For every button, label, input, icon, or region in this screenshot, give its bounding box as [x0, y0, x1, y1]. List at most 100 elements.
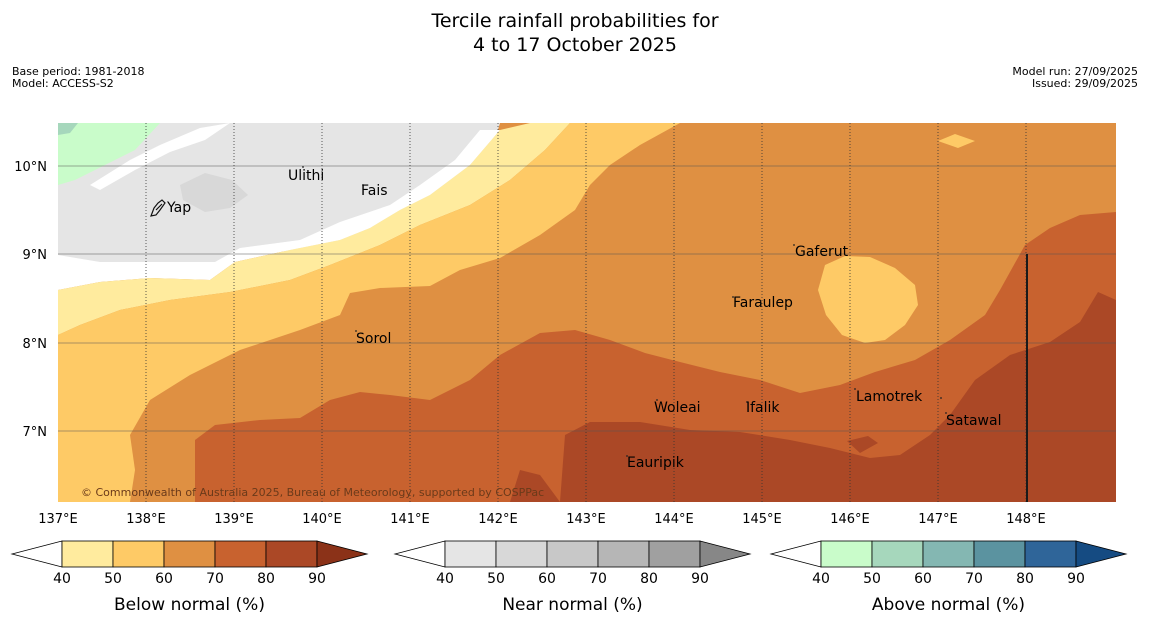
colorbar-extension-low: [769, 540, 822, 568]
region-below-80-90b: [510, 470, 560, 502]
colorbar-tick-label: 80: [257, 571, 275, 587]
region-below-50-60: [58, 123, 680, 502]
colorbar-tick-label: 50: [863, 571, 881, 587]
meta-left: Base period: 1981-2018 Model: ACCESS-S2: [12, 66, 144, 90]
colorbar-segment: [820, 540, 873, 568]
colorbar-tick-label: 80: [640, 571, 658, 587]
region-below-40-50: [58, 123, 570, 335]
lon-label: 138°E: [126, 512, 166, 527]
colorbar-tick-label: 90: [1067, 571, 1085, 587]
lat-label: 10°N: [14, 160, 47, 175]
place-labels: Ulithi Fais Yap Gaferut Faraulep Sorol L…: [166, 168, 1001, 471]
lat-label: 7°N: [23, 425, 48, 440]
place-label-woleai: Woleai: [654, 400, 701, 416]
colorbar-tick-label: 90: [691, 571, 709, 587]
place-label-yap: Yap: [166, 200, 191, 216]
colorbar-segment: [61, 540, 114, 568]
map-title-line-1: Tercile rainfall probabilities for: [431, 10, 719, 32]
lon-label: 148°E: [1006, 512, 1046, 527]
latitude-labels: 10°N 9°N 8°N 7°N: [14, 160, 47, 440]
model-run: Model run: 27/09/2025: [1012, 65, 1138, 78]
lat-label: 9°N: [23, 248, 48, 263]
region-below-70-80: [195, 212, 1116, 502]
probability-regions: [58, 123, 1116, 502]
lon-label: 142°E: [478, 512, 518, 527]
meta-right: Model run: 27/09/2025 Issued: 29/09/2025: [1012, 66, 1138, 90]
yap-island-outline: [150, 199, 166, 217]
island-dot: [746, 401, 748, 403]
region-below-50-60-small: [938, 134, 975, 148]
island-dot: [940, 397, 942, 399]
issued-date: Issued: 29/09/2025: [1031, 77, 1138, 90]
island-dot: [945, 412, 947, 414]
colorbar-title: Above normal (%): [872, 595, 1025, 615]
island-dot: [732, 296, 734, 298]
island-dot: [302, 166, 304, 168]
lon-label: 140°E: [302, 512, 342, 527]
colorbar-above-normal: 40 50 60 70 80 90 Above normal (%): [769, 540, 1128, 615]
colorbar-tick-label: 60: [914, 571, 932, 587]
island-dot: [854, 388, 856, 390]
island-markers: [302, 166, 947, 457]
colorbar-segment: [546, 540, 599, 568]
colorbar-tick-label: 90: [308, 571, 326, 587]
lon-label: 137°E: [38, 512, 78, 527]
lon-label: 141°E: [390, 512, 430, 527]
colorbar-segment: [648, 540, 701, 568]
region-above-50-60: [58, 123, 78, 135]
colorbar-tick-label: 70: [206, 571, 224, 587]
region-below-40-50b: [368, 180, 470, 238]
colorbar-segment: [265, 540, 318, 568]
region-below-80-90c: [847, 436, 878, 453]
model-name: Model: ACCESS-S2: [12, 77, 114, 90]
copyright-notice: © Commonwealth of Australia 2025, Bureau…: [81, 486, 544, 499]
colorbar-extension-low: [10, 540, 63, 568]
place-label-satawal: Satawal: [946, 413, 1001, 429]
colorbar-tick-label: 70: [965, 571, 983, 587]
colorbar-title: Below normal (%): [114, 595, 265, 615]
colorbar-segment: [214, 540, 267, 568]
region-below-80-90: [560, 292, 1116, 502]
region-no-dominant-2: [90, 123, 230, 190]
island-dot: [793, 244, 795, 246]
lon-label: 139°E: [214, 512, 254, 527]
colorbar-tick-label: 50: [487, 571, 505, 587]
lon-label: 144°E: [654, 512, 694, 527]
base-period: Base period: 1981-2018: [12, 65, 145, 78]
island-dot: [626, 455, 628, 457]
colorbar-tick-label: 60: [538, 571, 556, 587]
colorbar-segment: [112, 540, 165, 568]
region-above-40-50: [58, 123, 160, 185]
colorbar-tick-label: 70: [589, 571, 607, 587]
place-label-ulithi: Ulithi: [288, 168, 324, 184]
colorbar-extension-low: [393, 540, 446, 568]
colorbar-segment: [973, 540, 1026, 568]
colorbar-tick-label: 40: [53, 571, 71, 587]
colorbar-title: Near normal (%): [502, 595, 642, 615]
longitude-labels: 137°E 138°E 139°E 140°E 141°E 142°E 143°…: [38, 512, 1046, 527]
colorbar-segment: [597, 540, 650, 568]
region-below-50-60-east: [818, 256, 918, 343]
lat-label: 8°N: [23, 337, 48, 352]
colorbar-near-normal: 40 50 60 70 80 90 Near normal (%): [393, 540, 752, 615]
place-label-eauripik: Eauripik: [627, 455, 685, 471]
colorbar-segment: [444, 540, 497, 568]
place-label-fais: Fais: [361, 183, 388, 199]
colorbar-segment: [922, 540, 975, 568]
colorbar-tick-label: 50: [104, 571, 122, 587]
colorbar-segment: [495, 540, 548, 568]
colorbar-tick-label: 40: [812, 571, 830, 587]
colorbar-segment: [1024, 540, 1077, 568]
island-dot: [362, 184, 364, 186]
longitude-gridlines: [145, 123, 1027, 502]
colorbar-tick-label: 60: [155, 571, 173, 587]
colorbar-segment: [163, 540, 216, 568]
place-label-faraulep: Faraulep: [733, 295, 793, 311]
lon-label: 145°E: [742, 512, 782, 527]
colorbar-tick-label: 40: [436, 571, 454, 587]
colorbar-below-normal: 40 50 60 70 80 90 Below normal (%): [10, 540, 369, 615]
region-near-50-60: [180, 173, 248, 212]
lon-label: 143°E: [566, 512, 606, 527]
place-label-ifalik: Ifalik: [746, 400, 780, 416]
